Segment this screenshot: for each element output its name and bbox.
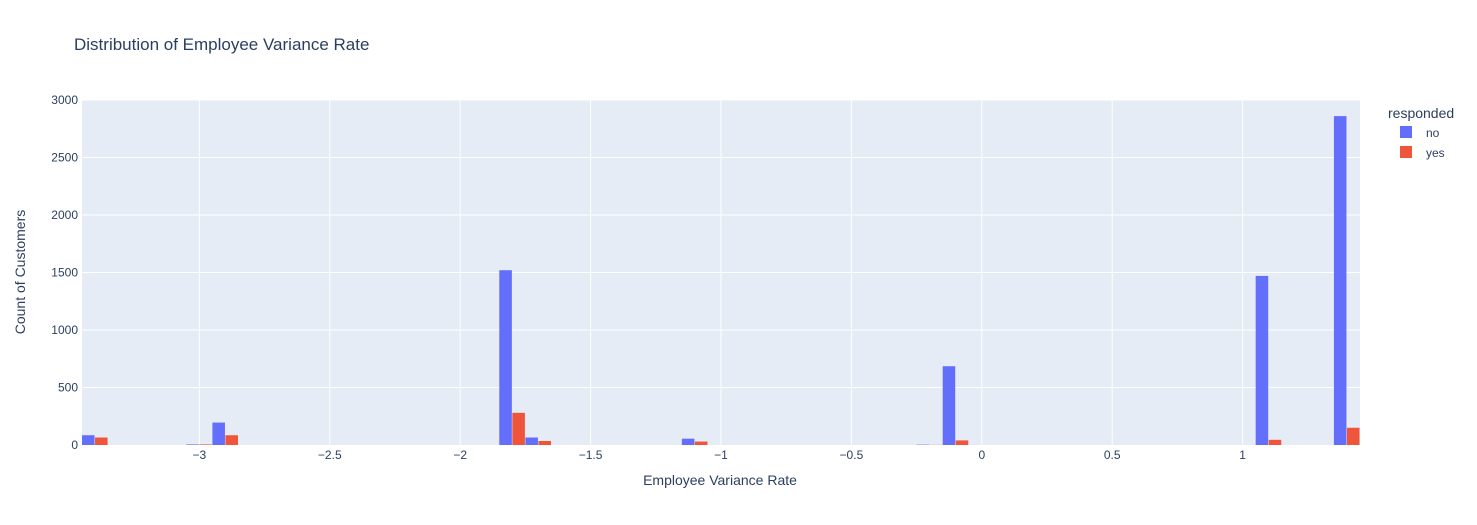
x-tick-label: −2.5: [318, 448, 342, 462]
y-tick-label: 2000: [51, 208, 78, 222]
y-tick-label: 500: [58, 381, 78, 395]
x-tick-label: −3: [193, 448, 207, 462]
x-tick-label: −2: [453, 448, 467, 462]
bar-no[interactable]: [942, 366, 956, 445]
bar-yes[interactable]: [694, 441, 708, 445]
bars: [82, 116, 1360, 445]
bar-yes[interactable]: [538, 440, 551, 445]
x-axis-title: Employee Variance Rate: [643, 472, 797, 488]
y-tick-label: 1000: [51, 323, 78, 337]
legend-title: responded: [1388, 105, 1454, 121]
x-tick-label: −0.5: [840, 448, 864, 462]
x-tick-label: 1: [1239, 448, 1246, 462]
bar-no[interactable]: [212, 422, 225, 445]
legend-label-no: no: [1426, 126, 1440, 140]
gridlines: [82, 99, 1360, 445]
legend-label-yes: yes: [1426, 146, 1445, 160]
y-tick-label: 2500: [51, 151, 78, 165]
x-tick-label: 0: [978, 448, 985, 462]
x-tick-label: −1: [714, 448, 728, 462]
x-axis-ticks: −3 −2.5 −2 −1.5 −1 −0.5 0 0.5 1: [193, 448, 1247, 462]
y-tick-label: 0: [71, 438, 78, 452]
legend-swatch-no: [1400, 126, 1412, 138]
legend-item-yes[interactable]: yes: [1400, 146, 1445, 160]
bar-yes[interactable]: [95, 437, 108, 445]
legend: responded no yes: [1388, 105, 1454, 160]
bar-no[interactable]: [1333, 116, 1347, 445]
bar-no[interactable]: [681, 438, 695, 445]
bar-no[interactable]: [525, 437, 538, 445]
bar-no[interactable]: [82, 435, 95, 445]
bar-yes[interactable]: [225, 435, 238, 445]
x-tick-label: −1.5: [579, 448, 603, 462]
bar-no[interactable]: [1255, 275, 1269, 445]
y-tick-label: 1500: [51, 266, 78, 280]
legend-item-no[interactable]: no: [1400, 126, 1440, 140]
bar-yes[interactable]: [199, 444, 212, 445]
bar-yes[interactable]: [1346, 427, 1360, 445]
bar-yes[interactable]: [955, 440, 969, 445]
chart-title: Distribution of Employee Variance Rate: [74, 35, 369, 54]
y-axis-title: Count of Customers: [12, 210, 28, 335]
legend-swatch-yes: [1400, 146, 1412, 158]
bar-no[interactable]: [499, 270, 512, 445]
x-tick-label: 0.5: [1104, 448, 1121, 462]
y-tick-label: 3000: [51, 93, 78, 107]
bar-no[interactable]: [186, 444, 199, 445]
bar-yes[interactable]: [1268, 439, 1282, 445]
bar-yes[interactable]: [512, 412, 525, 445]
y-axis-ticks: 0 500 1000 1500 2000 2500 3000: [51, 93, 78, 452]
